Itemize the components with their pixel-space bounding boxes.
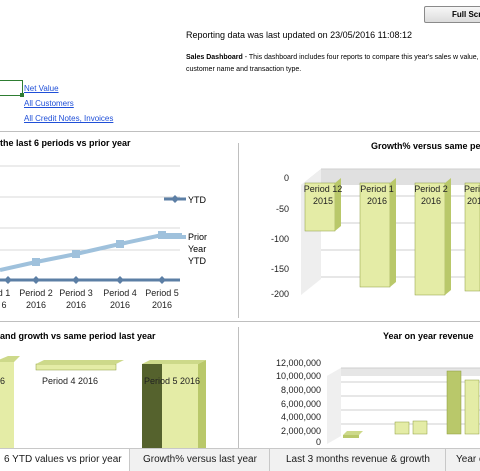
- svg-text:6: 6: [1, 300, 6, 310]
- svg-text:d 1: d 1: [0, 288, 10, 298]
- growth-percent-chart[interactable]: Growth% versus same pe 0 -50 -100 -150 -200…: [241, 133, 480, 319]
- svg-text:4,000,000: 4,000,000: [281, 412, 321, 422]
- year-on-year-revenue-chart[interactable]: Year on year revenue 12,000,000 10,000,00…: [241, 324, 480, 448]
- chart3-plot: 6 Period 4 2016 Period 5 2016: [0, 356, 206, 448]
- svg-text:Period 1: Period 1: [360, 184, 394, 194]
- full-screen-button[interactable]: Full Scre: [424, 6, 480, 23]
- svg-text:2,000,000: 2,000,000: [281, 426, 321, 436]
- chart1-title: the last 6 periods vs prior year: [0, 138, 131, 148]
- svg-text:0: 0: [284, 173, 289, 183]
- description-title: Sales Dashboard: [186, 54, 243, 61]
- svg-text:Period 4 2016: Period 4 2016: [42, 376, 98, 386]
- selected-cell[interactable]: [0, 80, 23, 96]
- legend-ytd-label: YTD: [188, 195, 206, 205]
- svg-text:2016: 2016: [66, 300, 86, 310]
- svg-text:2016: 2016: [467, 196, 480, 206]
- svg-text:Period 2: Period 2: [19, 288, 53, 298]
- tab-last-3-months[interactable]: Last 3 months revenue & growth: [270, 449, 446, 471]
- svg-text:0: 0: [316, 437, 321, 447]
- credit-notes-link[interactable]: All Credit Notes, Invoices: [24, 114, 114, 123]
- svg-text:-200: -200: [271, 289, 289, 299]
- last-3-months-chart[interactable]: and growth vs same period last year 6 Pe…: [0, 324, 236, 448]
- chart2-plot: 0 -50 -100 -150 -200 Period 12 2015 Period 1…: [271, 168, 480, 299]
- sheet-tab-bar: 6 YTD values vs prior year Growth% versu…: [0, 448, 480, 471]
- tab-growth-percent[interactable]: Growth% versus last year: [130, 449, 270, 471]
- svg-text:Period 2: Period 2: [414, 184, 448, 194]
- svg-text:2016: 2016: [152, 300, 172, 310]
- revenue-bars: [0, 356, 206, 448]
- svg-text:2016: 2016: [367, 196, 387, 206]
- legend-prior-label: Prior Year YTD: [188, 232, 208, 266]
- svg-text:-50: -50: [276, 204, 289, 214]
- chart3-title: and growth vs same period last year: [0, 331, 156, 341]
- svg-text:2015: 2015: [313, 196, 333, 206]
- svg-text:2016: 2016: [421, 196, 441, 206]
- svg-text:Period: Period: [464, 184, 480, 194]
- svg-text:2016: 2016: [26, 300, 46, 310]
- svg-text:6,000,000: 6,000,000: [281, 399, 321, 409]
- revenue-year-bars: [343, 370, 480, 438]
- all-customers-link[interactable]: All Customers: [24, 99, 74, 108]
- ytd-vs-prior-year-chart[interactable]: the last 6 periods vs prior year d 1 6: [0, 133, 236, 319]
- chart2-title: Growth% versus same pe: [371, 141, 480, 151]
- chart1-plot: d 1 6 Period 2 2016 Period 3 2016 Period 4 2…: [0, 165, 186, 310]
- svg-text:Period 5: Period 5: [145, 288, 179, 298]
- net-value-link[interactable]: Net Value: [24, 84, 59, 93]
- svg-text:6: 6: [0, 376, 5, 386]
- growth-bars: [304, 178, 480, 296]
- ytd-markers: [4, 276, 166, 284]
- svg-text:-100: -100: [271, 234, 289, 244]
- svg-text:Period 3: Period 3: [59, 288, 93, 298]
- svg-text:Period 5 2016: Period 5 2016: [144, 376, 200, 386]
- prior-year-markers: [32, 231, 166, 266]
- svg-text:-150: -150: [271, 264, 289, 274]
- svg-text:Period 12: Period 12: [304, 184, 343, 194]
- tab-ytd-values[interactable]: 6 YTD values vs prior year: [0, 449, 130, 471]
- chart4-title: Year on year revenue: [383, 331, 474, 341]
- svg-text:Period 4: Period 4: [103, 288, 137, 298]
- svg-text:8,000,000: 8,000,000: [281, 385, 321, 395]
- last-updated-text: Reporting data was last updated on 23/05…: [186, 30, 413, 40]
- svg-text:12,000,000: 12,000,000: [276, 358, 321, 368]
- tab-year-on-year[interactable]: Year on year re: [446, 449, 480, 471]
- dashboard-description: Sales Dashboard - This dashboard include…: [186, 52, 480, 76]
- svg-text:10,000,000: 10,000,000: [276, 371, 321, 381]
- description-text: - This dashboard includes four reports t…: [186, 54, 479, 73]
- fill-handle[interactable]: [20, 93, 24, 97]
- svg-text:2016: 2016: [110, 300, 130, 310]
- prior-year-line: [0, 233, 182, 272]
